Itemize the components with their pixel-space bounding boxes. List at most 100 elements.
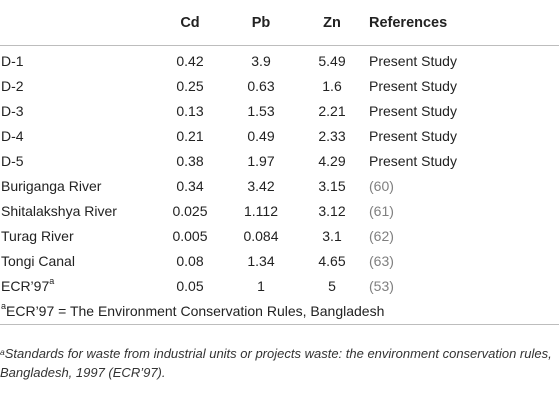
reference-text: Present Study [369, 52, 457, 69]
cell-cd: 0.34 [176, 177, 204, 194]
cell-site: Shitalakshya River [0, 198, 155, 223]
reference-paren-open: ( [369, 202, 374, 219]
table-row: ECR’97a 0.05 1 5 (53) [0, 273, 559, 298]
table-body: D-1 0.42 3.9 5.49 Present Study D-2 0.25 0.63 1.… [0, 46, 559, 325]
reference-link[interactable]: 60 [373, 177, 390, 194]
cell-site: Turag River [0, 223, 155, 248]
header-pb: Pb [225, 0, 297, 46]
reference-link[interactable]: 61 [373, 202, 390, 219]
site-name: Shitalakshya River [1, 202, 117, 219]
cell-zn: 5 [328, 277, 336, 294]
cell-zn: 4.29 [318, 152, 346, 169]
reference-paren-close: ) [389, 252, 394, 269]
cell-reference: Present Study [367, 123, 559, 148]
table-row: D-3 0.13 1.53 2.21 Present Study [0, 98, 559, 123]
table-note-row: aECR’97 = The Environment Conservation R… [0, 298, 559, 325]
cell-reference: Present Study [367, 98, 559, 123]
header-row: Cd Pb Zn References [0, 0, 559, 46]
cell-pb: 1.34 [247, 252, 275, 269]
header-references: References [367, 0, 559, 46]
reference-link[interactable]: 53 [373, 277, 390, 294]
table-row: D-5 0.38 1.97 4.29 Present Study [0, 148, 559, 173]
cell-pb: 0.49 [247, 127, 275, 144]
site-name: D-5 [1, 152, 24, 169]
cell-site: D-5 [0, 148, 155, 173]
cell-cd: 0.025 [172, 202, 208, 219]
cell-pb: 3.42 [247, 177, 275, 194]
cell-site: D-4 [0, 123, 155, 148]
table-row: Shitalakshya River 0.025 1.112 3.12 (61) [0, 198, 559, 223]
heavy-metal-comparison-table-container: Cd Pb Zn References D-1 0.42 3.9 5.49 Presen… [0, 0, 559, 325]
table-row: Tongi Canal 0.08 1.34 4.65 (63) [0, 248, 559, 273]
site-name: D-4 [1, 127, 24, 144]
cell-site: D-1 [0, 46, 155, 74]
cell-pb: 3.9 [251, 52, 271, 69]
cell-cd: 0.38 [176, 152, 204, 169]
footnote-sup: a [0, 347, 5, 357]
footnote-text: Standards for waste from industrial unit… [0, 346, 552, 380]
footnote: aStandards for waste from industrial uni… [0, 344, 557, 382]
reference-paren-open: ( [369, 277, 374, 294]
table-row: Turag River 0.005 0.084 3.1 (62) [0, 223, 559, 248]
cell-site: ECR’97a [0, 273, 155, 298]
cell-reference: Present Study [367, 46, 559, 74]
table-row: Buriganga River 0.34 3.42 3.15 (60) [0, 173, 559, 198]
cell-reference: (60) [367, 173, 559, 198]
cell-zn: 3.12 [318, 202, 346, 219]
cell-zn: 4.65 [318, 252, 346, 269]
reference-paren-open: ( [369, 227, 374, 244]
cell-cd: 0.05 [176, 277, 204, 294]
reference-paren-open: ( [369, 177, 374, 194]
cell-zn: 1.6 [322, 77, 342, 94]
cell-pb: 1 [257, 277, 265, 294]
cell-cd: 0.25 [176, 77, 204, 94]
cell-pb: 0.084 [243, 227, 279, 244]
reference-paren-close: ) [389, 227, 394, 244]
reference-paren-open: ( [369, 252, 374, 269]
cell-cd: 0.13 [176, 102, 204, 119]
reference-link[interactable]: 63 [373, 252, 390, 269]
cell-site: Tongi Canal [0, 248, 155, 273]
reference-paren-close: ) [389, 177, 394, 194]
cell-site: Buriganga River [0, 173, 155, 198]
cell-site: D-2 [0, 73, 155, 98]
cell-cd: 0.08 [176, 252, 204, 269]
cell-pb: 1.112 [244, 202, 278, 219]
site-name: D-2 [1, 77, 24, 94]
site-name: D-3 [1, 102, 24, 119]
header-cd: Cd [155, 0, 225, 46]
table-row: D-2 0.25 0.63 1.6 Present Study [0, 73, 559, 98]
reference-link[interactable]: 62 [373, 227, 390, 244]
cell-zn: 5.49 [318, 52, 346, 69]
cell-zn: 2.33 [318, 127, 346, 144]
cell-cd: 0.005 [172, 227, 208, 244]
reference-paren-close: ) [389, 202, 394, 219]
cell-reference: (53) [367, 273, 559, 298]
site-name: Turag River [1, 227, 74, 244]
cell-reference: Present Study [367, 148, 559, 173]
cell-reference: Present Study [367, 73, 559, 98]
reference-paren-close: ) [389, 277, 394, 294]
site-name: Tongi Canal [1, 252, 75, 269]
table-note-text: ECR’97 = The Environment Conservation Ru… [6, 303, 385, 319]
table-row: D-4 0.21 0.49 2.33 Present Study [0, 123, 559, 148]
cell-zn: 3.1 [322, 227, 342, 244]
reference-text: Present Study [369, 152, 457, 169]
header-site [0, 0, 155, 46]
table-note-sup: a [1, 301, 7, 311]
site-superscript: a [49, 275, 55, 286]
cell-reference: (62) [367, 223, 559, 248]
table-row: D-1 0.42 3.9 5.49 Present Study [0, 46, 559, 74]
site-name: D-1 [1, 52, 24, 69]
heavy-metal-comparison-table: Cd Pb Zn References D-1 0.42 3.9 5.49 Presen… [0, 0, 559, 325]
site-name: Buriganga River [1, 177, 102, 194]
reference-text: Present Study [369, 77, 457, 94]
reference-text: Present Study [369, 102, 457, 119]
cell-zn: 2.21 [318, 102, 346, 119]
table-note: aECR’97 = The Environment Conservation R… [0, 298, 559, 325]
cell-site: D-3 [0, 98, 155, 123]
site-name: ECR’97 [1, 277, 50, 294]
cell-cd: 0.21 [176, 127, 204, 144]
cell-reference: (63) [367, 248, 559, 273]
cell-pb: 1.53 [247, 102, 275, 119]
